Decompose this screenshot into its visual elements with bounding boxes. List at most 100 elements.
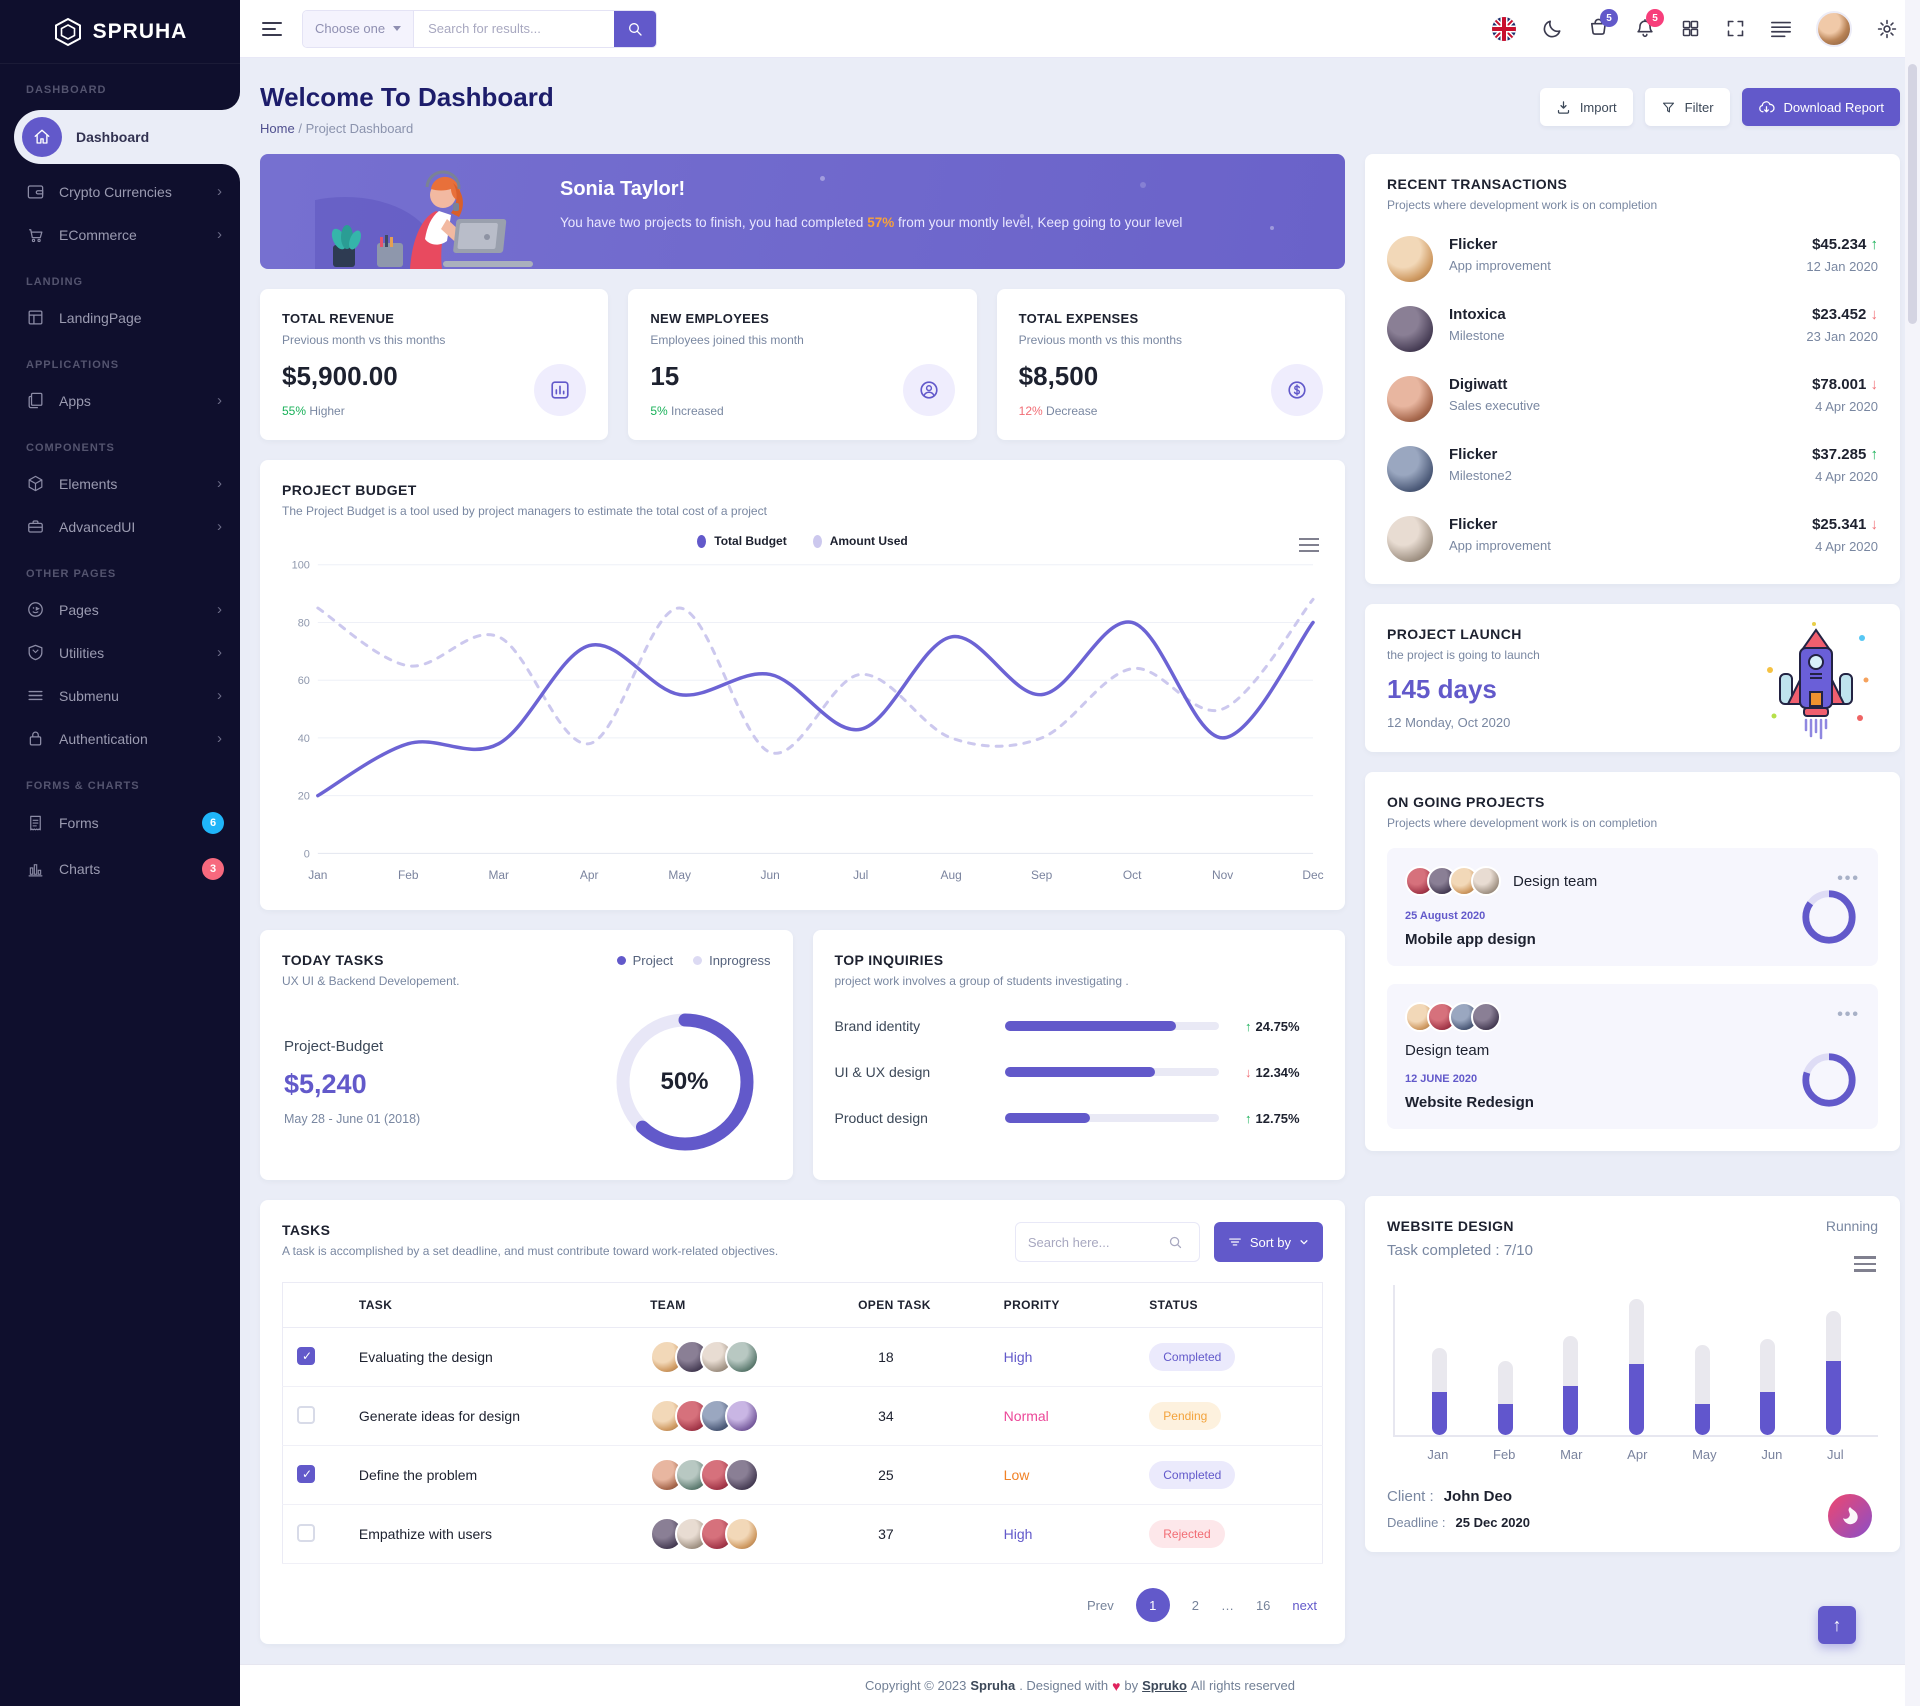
footer-brand-link[interactable]: Spruko [1142, 1678, 1187, 1694]
spruha-logo-icon [54, 17, 81, 46]
donut-percent-label: 50% [660, 1068, 709, 1096]
tasks-search-input[interactable] [1027, 1234, 1158, 1250]
sidebar-item-landingpage[interactable]: LandingPage [0, 296, 240, 339]
sidebar-item-label: Dashboard [76, 129, 150, 145]
sort-by-button[interactable]: Sort by [1213, 1222, 1323, 1263]
box-icon [28, 475, 43, 492]
chevron-right-icon: › [217, 475, 222, 492]
sidebar-item-charts[interactable]: Charts 3 [0, 846, 240, 892]
sidebar-item-ecommerce[interactable]: ECommerce › [0, 213, 240, 256]
priority-value: High [989, 1327, 1136, 1388]
project-launch-card: PROJECT LAUNCH the project is going to l… [1365, 604, 1900, 753]
sidebar-item-submenu[interactable]: Submenu › [0, 674, 240, 717]
task-name: Define the problem [344, 1445, 637, 1506]
project-name: Mobile app design [1405, 931, 1536, 949]
more-options-icon[interactable]: ••• [1837, 1006, 1860, 1024]
sidebar-item-authentication[interactable]: Authentication › [0, 717, 240, 760]
sidebar-section-landing: LANDING [26, 276, 84, 288]
avatar [1471, 866, 1501, 897]
charts-count-badge: 3 [202, 858, 224, 880]
stat-card-new-employees: NEW EMPLOYEES Employees joined this mont… [628, 289, 977, 441]
wallet-icon [27, 185, 44, 199]
list-item: Flicker App improvement $25.341 ↓ 4 Apr 20… [1387, 516, 1879, 563]
bar-jul [1825, 1311, 1841, 1436]
tasks-subtitle: A task is accomplished by a set deadline… [282, 1244, 779, 1259]
tasks-table: TASK TEAM OPEN TASK PRORITY STATUS Evalu… [282, 1282, 1323, 1565]
chart-menu-icon[interactable] [1299, 534, 1319, 556]
user-avatar[interactable] [1816, 10, 1852, 47]
footer-brand: Spruha [970, 1678, 1016, 1694]
sidebar-item-apps[interactable]: Apps › [0, 379, 240, 422]
menu-toggle-icon[interactable] [262, 18, 282, 40]
tasks-search-box[interactable] [1014, 1222, 1200, 1263]
project-item-website-redesign: Design team ••• 12 JUNE 2020 Website Red… [1387, 984, 1878, 1130]
import-button[interactable]: Import [1539, 88, 1633, 127]
scrollbar-thumb[interactable] [1908, 64, 1917, 324]
column-team: TEAM [636, 1282, 845, 1329]
brand-logo[interactable]: SPRUHA [0, 0, 240, 64]
stat-subtitle: Previous month vs this months [282, 333, 446, 348]
sidebar-item-pages[interactable]: Pages › [0, 588, 240, 631]
brand-name: SPRUHA [92, 19, 188, 43]
status-badge: Completed [1149, 1343, 1236, 1372]
search-button[interactable] [614, 10, 657, 47]
tasks-title: TASKS [282, 1222, 331, 1239]
search-category-select[interactable]: Choose one [303, 10, 415, 47]
briefcase-icon [28, 520, 43, 533]
trend-arrow-icon: ↓ [1870, 516, 1879, 534]
top-inquiries-title: TOP INQUIRIES [834, 952, 944, 969]
chevron-right-icon: › [217, 183, 222, 200]
chart-menu-icon[interactable] [1854, 1252, 1876, 1276]
download-report-button[interactable]: Download Report [1741, 88, 1900, 127]
files-icon [28, 392, 43, 409]
right-sidebar-toggle-icon[interactable] [1770, 20, 1792, 38]
notifications-bell-icon[interactable]: 5 [1634, 9, 1664, 40]
apps-grid-icon[interactable] [1680, 18, 1701, 39]
more-options-icon[interactable]: ••• [1837, 870, 1860, 888]
scroll-to-top-button[interactable]: ↑ [1818, 1606, 1856, 1644]
chevron-right-icon: › [217, 518, 222, 535]
pagination-page-16[interactable]: 16 [1255, 1597, 1271, 1613]
table-row: Define the problem 25 Low Completed [282, 1445, 1323, 1506]
task-checkbox[interactable] [297, 1464, 315, 1483]
sidebar-item-label: Forms [59, 815, 99, 831]
task-checkbox[interactable] [297, 1346, 315, 1365]
cart-icon[interactable]: 5 [1587, 9, 1618, 40]
open-task-count: 25 [844, 1445, 990, 1506]
pagination-ellipsis[interactable]: … [1220, 1597, 1234, 1613]
task-checkbox[interactable] [297, 1405, 315, 1424]
sidebar-item-crypto-currencies[interactable]: Crypto Currencies › [0, 170, 240, 213]
sidebar-item-label: Crypto Currencies [59, 183, 172, 200]
header-search-group: Choose one [302, 9, 658, 48]
sidebar-item-utilities[interactable]: Utilities › [0, 631, 240, 674]
fullscreen-icon[interactable] [1725, 18, 1746, 39]
revenue-chart-icon [534, 364, 587, 417]
sidebar-item-dashboard[interactable]: Dashboard [14, 110, 240, 164]
scrollbar-track[interactable] [1905, 0, 1920, 1706]
pagination-next[interactable]: next [1292, 1597, 1317, 1613]
breadcrumb: Home / Project Dashboard [260, 121, 554, 136]
team-avatars [650, 1458, 830, 1493]
tasks-progress-donut: 50% [609, 1006, 761, 1158]
settings-gear-icon[interactable] [1876, 18, 1898, 40]
dark-mode-icon[interactable] [1541, 18, 1563, 40]
recent-transactions-card: RECENT TRANSACTIONS Projects where devel… [1365, 154, 1900, 585]
pagination-page-2[interactable]: 2 [1191, 1597, 1199, 1613]
task-completed-label: Task completed : 7/10 [1387, 1242, 1533, 1260]
sidebar-item-advancedui[interactable]: AdvancedUI › [0, 505, 240, 548]
sidebar-item-elements[interactable]: Elements › [0, 462, 240, 505]
project-progress-ring [1802, 1053, 1856, 1107]
breadcrumb-home[interactable]: Home [260, 121, 295, 137]
pagination-prev[interactable]: Prev [1086, 1597, 1114, 1613]
sidebar-item-forms[interactable]: Forms 6 [0, 800, 240, 846]
column-status: STATUS [1135, 1282, 1323, 1329]
task-checkbox[interactable] [297, 1523, 315, 1542]
chevron-down-icon [393, 26, 402, 32]
website-design-bar-chart [1393, 1285, 1878, 1438]
bar-label: Jan [1427, 1447, 1449, 1463]
search-input[interactable] [414, 10, 615, 47]
pagination-page-1[interactable]: 1 [1135, 1588, 1170, 1623]
client-name: John Deo [1443, 1488, 1513, 1506]
language-flag-icon[interactable] [1491, 16, 1517, 42]
filter-button[interactable]: Filter [1644, 88, 1730, 127]
